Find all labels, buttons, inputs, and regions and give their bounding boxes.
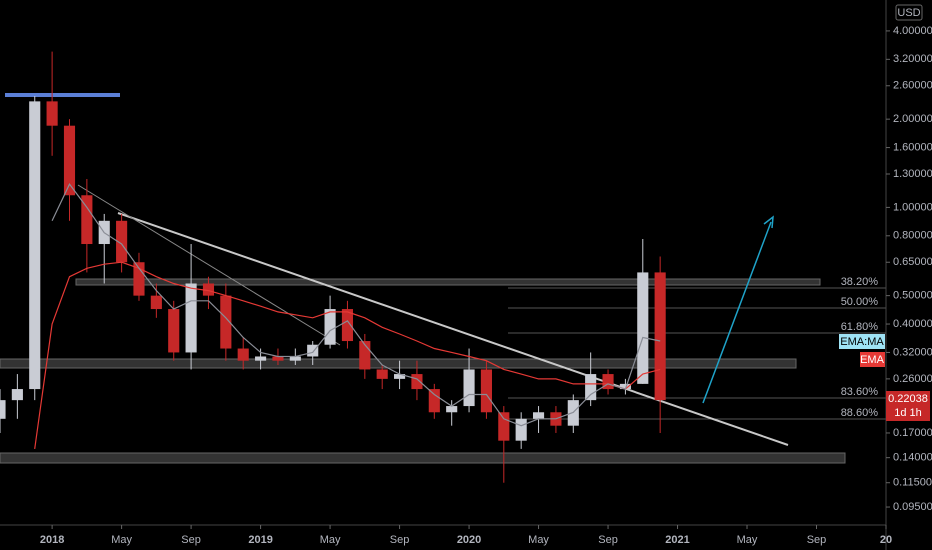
x-tick-label: Sep bbox=[807, 534, 827, 546]
y-tick-label: 0.14000 bbox=[893, 452, 932, 464]
y-tick-label: 0.32000 bbox=[893, 346, 932, 358]
candle-body bbox=[307, 344, 319, 357]
y-tick-label: 0.26000 bbox=[893, 373, 932, 385]
trendline bbox=[117, 212, 789, 446]
candle-body bbox=[11, 389, 23, 401]
x-tick-label: May bbox=[111, 534, 132, 546]
candle-body bbox=[29, 101, 41, 390]
candle-body bbox=[168, 309, 180, 353]
x-tick-label: Sep bbox=[181, 534, 201, 546]
candle-body bbox=[202, 283, 215, 296]
price-axis bbox=[886, 0, 932, 550]
countdown: 1d 1h bbox=[894, 407, 922, 419]
candle-body bbox=[619, 383, 631, 390]
candle-body bbox=[272, 356, 284, 361]
candle-body bbox=[324, 309, 336, 345]
y-tick-label: 4.00000 bbox=[893, 25, 932, 37]
zone bbox=[75, 278, 821, 286]
fib-label: 83.60% bbox=[841, 386, 879, 398]
fib-label: 88.60% bbox=[841, 407, 879, 419]
y-tick-label: 1.00000 bbox=[893, 201, 932, 213]
x-tick-label: 2019 bbox=[248, 534, 272, 546]
axis: 4.00000 3.20000 2.60000 2.00000 1.60000 1.300… bbox=[40, 25, 932, 546]
price-badge bbox=[886, 391, 930, 421]
x-tick-label: 2018 bbox=[40, 534, 64, 546]
candle-body bbox=[498, 412, 510, 441]
candle-body bbox=[63, 125, 76, 196]
time-axis bbox=[0, 525, 886, 550]
y-tick-label: 0.11500 bbox=[893, 477, 932, 489]
arrowhead bbox=[763, 215, 774, 229]
candle-body bbox=[237, 348, 249, 361]
y-tick-label: 0.17000 bbox=[893, 427, 932, 439]
candle-body bbox=[220, 295, 232, 349]
candle-body bbox=[46, 101, 58, 126]
currency-box[interactable] bbox=[895, 4, 923, 21]
badge-label: EMA bbox=[860, 354, 885, 366]
fib-label: 38.20% bbox=[841, 276, 879, 288]
candle-body bbox=[255, 356, 267, 361]
candle-body bbox=[654, 272, 666, 401]
candle-body bbox=[515, 418, 527, 441]
candle-body bbox=[185, 283, 197, 353]
candle-body bbox=[463, 369, 475, 407]
candle-body bbox=[602, 374, 614, 390]
x-tick-label: 2021 bbox=[665, 534, 689, 546]
marks bbox=[0, 51, 666, 483]
y-tick-label: 1.60000 bbox=[893, 141, 932, 153]
candle-body bbox=[0, 400, 6, 419]
trendline bbox=[77, 184, 341, 346]
y-tick-label: 3.20000 bbox=[893, 53, 932, 65]
zone bbox=[0, 358, 797, 369]
candle-body bbox=[446, 406, 458, 413]
currency: USD bbox=[897, 7, 920, 19]
candle-body bbox=[585, 374, 597, 401]
zone bbox=[0, 452, 846, 464]
x-tick-label: May bbox=[737, 534, 758, 546]
candle-body bbox=[532, 412, 545, 419]
badge-label: EMA:MA bbox=[840, 336, 884, 348]
candle-body bbox=[428, 389, 440, 413]
candle-body bbox=[150, 295, 162, 310]
price-label: 0.22038 bbox=[888, 393, 928, 405]
candle-body bbox=[480, 369, 492, 413]
x-tick-label: May bbox=[528, 534, 549, 546]
y-tick-label: 2.60000 bbox=[893, 80, 932, 92]
x-tick-label: 2020 bbox=[457, 534, 481, 546]
candle-body bbox=[359, 341, 371, 370]
y-tick-label: 0.50000 bbox=[893, 290, 932, 302]
candle-body bbox=[376, 369, 388, 379]
x-tick-label: 20 bbox=[880, 534, 892, 546]
candle-body bbox=[394, 374, 406, 379]
badge bbox=[839, 334, 885, 349]
y-tick-label: 1.30000 bbox=[893, 168, 932, 180]
fib-label: 61.80% bbox=[841, 321, 879, 333]
y-tick-label: 0.40000 bbox=[893, 318, 932, 330]
x-tick-label: May bbox=[320, 534, 341, 546]
fib-label: 50.00% bbox=[841, 296, 879, 308]
candle-body bbox=[637, 272, 649, 384]
y-tick-label: 2.00000 bbox=[893, 113, 932, 125]
candle-body bbox=[133, 262, 145, 296]
candle-body bbox=[116, 220, 128, 263]
badge bbox=[860, 352, 885, 367]
candle-body bbox=[341, 309, 354, 342]
indicator-line bbox=[51, 183, 661, 427]
x-tick-label: Sep bbox=[390, 534, 410, 546]
arrow bbox=[702, 221, 772, 404]
candle-body bbox=[289, 356, 301, 361]
x-tick-label: Sep bbox=[598, 534, 618, 546]
y-tick-label: 0.09500 bbox=[893, 501, 932, 513]
candle-body bbox=[411, 374, 423, 390]
y-tick-label: 0.65000 bbox=[893, 256, 932, 268]
candle-body bbox=[81, 195, 93, 245]
y-tick-label: 0.80000 bbox=[893, 230, 932, 242]
